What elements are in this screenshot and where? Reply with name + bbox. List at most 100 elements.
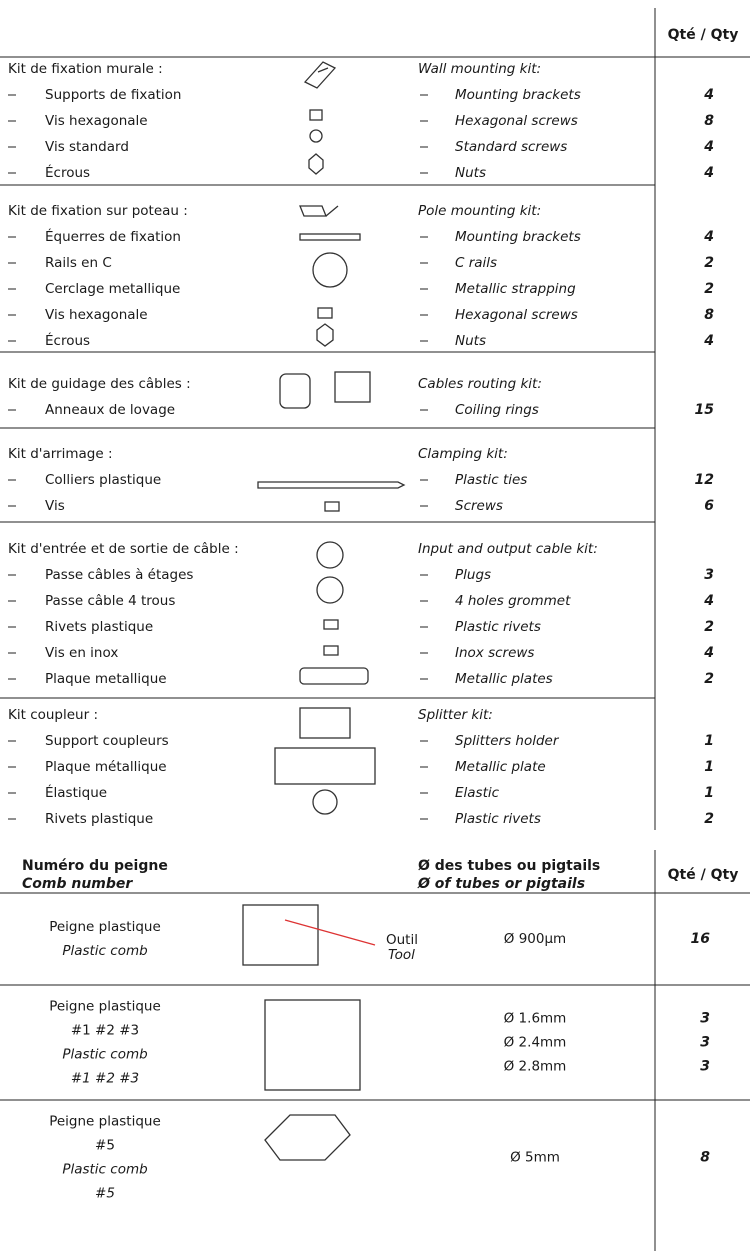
item-qty: 4 <box>703 139 714 155</box>
item-en: Splitters holder <box>455 733 560 749</box>
item-qty: 2 <box>704 671 714 687</box>
item-qty: 1 <box>704 733 714 749</box>
item-qty: 8 <box>704 307 714 323</box>
comb-name: #1 #2 #3 <box>71 1071 139 1087</box>
item-qty: 4 <box>703 165 714 181</box>
item-fr: Vis hexagonale <box>45 307 148 323</box>
comb-qty: 3 <box>700 1035 710 1051</box>
icon <box>323 619 339 630</box>
item-qty: 4 <box>703 229 714 245</box>
header: Qté / Qty <box>668 867 739 883</box>
item-fr: Plaque métallique <box>45 759 167 775</box>
item-en: Metallic plates <box>455 671 553 687</box>
icon <box>323 645 339 656</box>
comb-qty: 3 <box>700 1059 710 1075</box>
tool-label: Outil <box>386 932 418 948</box>
item-fr: Cerclage metallique <box>45 281 180 297</box>
kit-title-fr: Kit d'arrimage : <box>8 446 113 462</box>
item-fr: Passe câble 4 trous <box>45 593 175 609</box>
comb-name: Peigne plastique <box>49 919 161 935</box>
diameter: Ø 5mm <box>510 1150 560 1166</box>
comb-qty: 8 <box>700 1150 710 1166</box>
item-qty: 15 <box>695 402 715 418</box>
item-fr: Écrous <box>45 164 90 181</box>
item-en: Plastic ties <box>455 472 527 488</box>
item-fr: Support coupleurs <box>45 733 169 749</box>
kit-title-en: Pole mounting kit: <box>418 203 541 219</box>
item-en: Elastic <box>455 785 500 801</box>
comb-name: #5 <box>95 1186 115 1202</box>
item-qty: 4 <box>703 87 714 103</box>
comb-qty: 16 <box>691 931 711 947</box>
comb-name: Peigne plastique <box>49 1114 161 1130</box>
icon <box>316 576 344 604</box>
item-fr: Écrous <box>45 332 90 349</box>
icon <box>299 205 339 217</box>
kit-title-en: Splitter kit: <box>418 707 493 723</box>
item-fr: Élastique <box>45 784 107 801</box>
item-qty: 12 <box>695 472 714 488</box>
icon <box>308 153 324 175</box>
icon <box>264 1114 351 1161</box>
diameter: Ø 900µm <box>504 931 566 947</box>
item-fr: Plaque metallique <box>45 671 167 687</box>
item-en: Hexagonal screws <box>455 113 578 129</box>
kit-title-fr: Kit d'entrée et de sortie de câble : <box>8 541 239 557</box>
kit-title-en: Cables routing kit: <box>418 376 542 392</box>
diameter: Ø 2.4mm <box>504 1035 567 1051</box>
comb-name: #5 <box>95 1138 115 1154</box>
kit-title-fr: Kit de guidage des câbles : <box>8 376 191 392</box>
icon <box>299 233 361 241</box>
icon <box>316 541 344 569</box>
icon <box>317 307 333 319</box>
icon <box>334 371 371 403</box>
icon <box>264 999 361 1091</box>
item-en: Plastic rivets <box>455 619 541 635</box>
item-en: Screws <box>455 498 503 514</box>
icon <box>324 501 340 512</box>
item-en: Nuts <box>455 333 486 349</box>
item-qty: 2 <box>704 619 714 635</box>
item-qty: 2 <box>704 281 714 297</box>
item-fr: Passe câbles à étages <box>45 567 193 583</box>
item-en: Coiling rings <box>455 402 539 418</box>
comb-name: Plastic comb <box>62 1047 147 1063</box>
item-qty: 1 <box>704 785 714 801</box>
item-en: Plugs <box>455 567 491 583</box>
item-en: 4 holes grommet <box>455 593 571 609</box>
item-en: Nuts <box>455 165 486 181</box>
item-qty: 1 <box>704 759 714 775</box>
header: Ø des tubes ou pigtails <box>418 858 600 874</box>
item-fr: Supports de fixation <box>45 87 181 103</box>
item-fr: Rivets plastique <box>45 619 153 635</box>
icon <box>274 747 376 785</box>
icon <box>299 707 351 739</box>
item-qty: 2 <box>704 255 714 271</box>
icon <box>312 789 338 815</box>
icon <box>242 904 319 966</box>
comb-name: Plastic comb <box>62 943 147 959</box>
kit-title-en: Wall mounting kit: <box>418 61 541 77</box>
item-qty: 2 <box>704 811 714 827</box>
item-fr: Vis hexagonale <box>45 113 148 129</box>
item-en: Metallic plate <box>455 759 546 775</box>
icon <box>309 109 323 121</box>
item-fr: Vis standard <box>45 139 129 155</box>
comb-name: #1 #2 #3 <box>71 1023 139 1039</box>
item-fr: Anneaux de lovage <box>45 402 175 418</box>
kit-title-fr: Kit de fixation murale : <box>8 61 163 77</box>
item-en: Mounting brackets <box>455 87 581 103</box>
kit-title-en: Input and output cable kit: <box>418 541 598 557</box>
item-fr: Colliers plastique <box>45 472 161 488</box>
item-fr: Vis en inox <box>45 645 118 661</box>
item-qty: 4 <box>703 593 714 609</box>
item-fr: Équerres de fixation <box>45 228 181 245</box>
kit-title-en: Clamping kit: <box>418 446 508 462</box>
item-en: Mounting brackets <box>455 229 581 245</box>
icon <box>279 373 311 409</box>
item-fr: Vis <box>45 498 65 514</box>
tool-label: Tool <box>388 947 415 963</box>
icons <box>242 61 406 1161</box>
